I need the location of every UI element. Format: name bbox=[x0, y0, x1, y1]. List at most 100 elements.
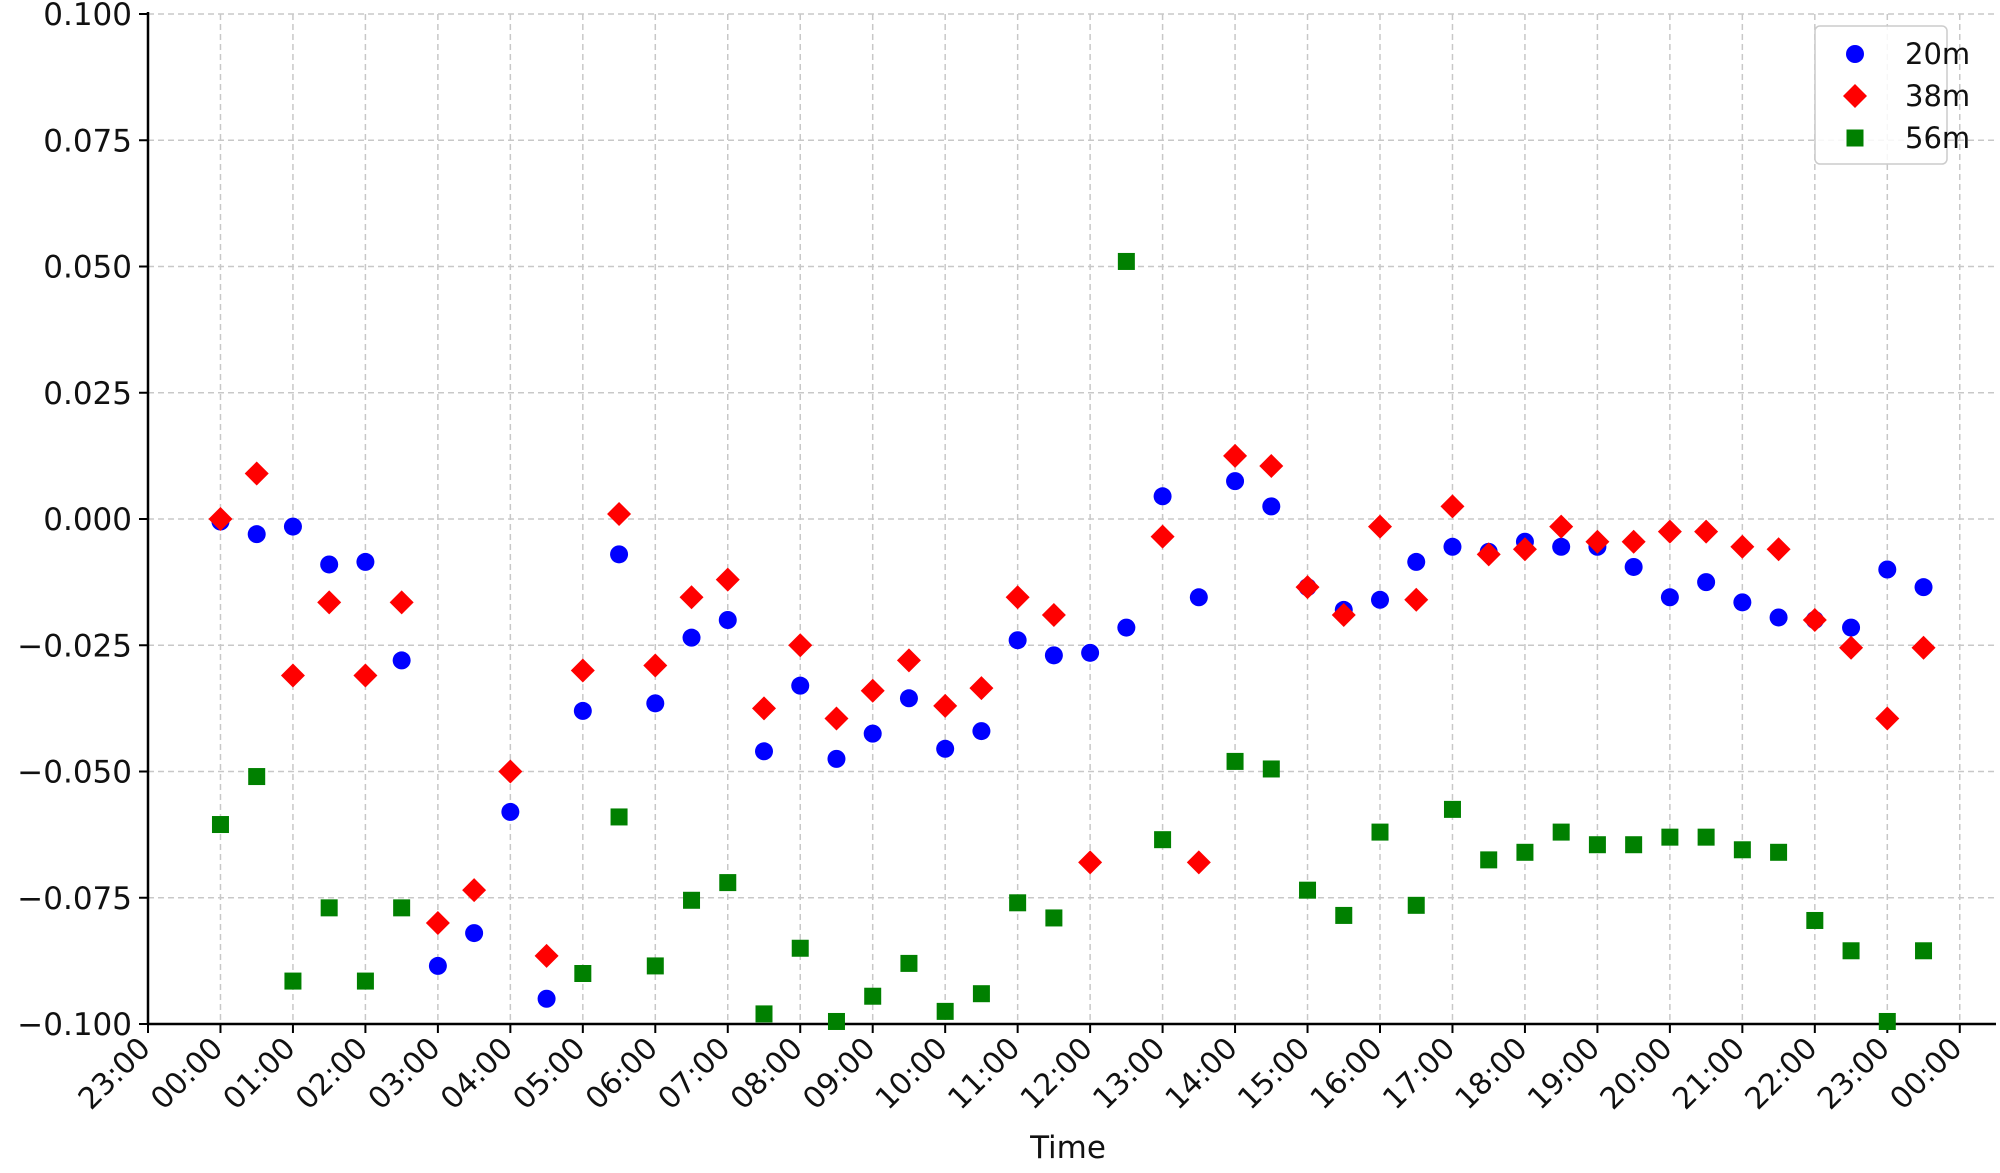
data-point-38m bbox=[1802, 608, 1827, 632]
x-tick-label: 23:00 bbox=[1811, 1031, 1897, 1117]
data-point-20m bbox=[1914, 578, 1933, 597]
data-point-20m bbox=[537, 989, 556, 1008]
x-tick-label: 21:00 bbox=[1666, 1031, 1752, 1117]
x-tick-label: 04:00 bbox=[434, 1031, 520, 1117]
data-point-56m bbox=[1443, 800, 1461, 818]
data-point-38m bbox=[1331, 602, 1356, 627]
y-tick-label: 0.000 bbox=[43, 502, 132, 538]
y-tick-label: 0.100 bbox=[43, 0, 132, 33]
x-tick-label: 16:00 bbox=[1304, 1031, 1390, 1117]
data-point-20m bbox=[1117, 618, 1136, 637]
data-point-20m bbox=[1733, 593, 1752, 612]
data-point-56m bbox=[1588, 836, 1606, 854]
data-point-56m bbox=[574, 965, 592, 982]
legend-marker-56m bbox=[1846, 129, 1864, 147]
x-tick-label: 23:00 bbox=[72, 1031, 158, 1117]
data-point-20m bbox=[283, 517, 302, 536]
data-point-56m bbox=[1117, 252, 1135, 270]
data-point-38m bbox=[607, 501, 632, 526]
data-point-56m bbox=[1226, 752, 1244, 770]
data-point-38m bbox=[1512, 537, 1537, 562]
data-point-38m bbox=[1005, 585, 1030, 610]
data-point-20m bbox=[1697, 573, 1716, 592]
legend-marker-20m bbox=[1846, 45, 1864, 63]
data-point-56m bbox=[610, 808, 628, 826]
data-point-38m bbox=[1150, 524, 1175, 549]
data-point-20m bbox=[320, 555, 339, 574]
data-point-20m bbox=[827, 749, 846, 768]
x-tick-label: 06:00 bbox=[579, 1031, 665, 1117]
data-point-56m bbox=[1335, 906, 1353, 924]
data-point-56m bbox=[1371, 823, 1389, 841]
data-point-56m bbox=[1625, 836, 1643, 854]
y-tick-label: −0.050 bbox=[17, 755, 132, 791]
data-point-56m bbox=[1842, 942, 1860, 960]
data-point-56m bbox=[683, 891, 701, 909]
data-point-38m bbox=[1476, 542, 1501, 567]
x-tick-label: 13:00 bbox=[1086, 1031, 1172, 1117]
data-point-38m bbox=[715, 567, 740, 592]
data-point-38m bbox=[788, 633, 813, 658]
data-point-20m bbox=[1081, 643, 1100, 662]
data-point-20m bbox=[863, 724, 882, 743]
data-point-56m bbox=[1299, 881, 1317, 899]
data-point-38m bbox=[679, 585, 704, 610]
data-point-56m bbox=[1770, 843, 1788, 861]
data-point-20m bbox=[1769, 608, 1788, 627]
data-point-20m bbox=[1153, 487, 1172, 506]
data-point-56m bbox=[827, 1012, 845, 1030]
data-point-38m bbox=[1549, 514, 1574, 539]
data-point-38m bbox=[1404, 587, 1429, 612]
data-point-56m bbox=[1516, 843, 1534, 861]
data-point-38m bbox=[1766, 537, 1791, 562]
data-point-56m bbox=[1407, 896, 1425, 914]
x-axis-label: Time bbox=[1029, 1130, 1106, 1166]
data-point-38m bbox=[1368, 514, 1392, 539]
data-point-56m bbox=[719, 874, 737, 892]
data-point-56m bbox=[1154, 831, 1172, 849]
x-tick-label: 15:00 bbox=[1231, 1031, 1317, 1117]
data-point-38m bbox=[1585, 529, 1610, 554]
data-point-20m bbox=[1660, 588, 1679, 607]
x-tick-label: 00:00 bbox=[144, 1031, 230, 1117]
data-point-56m bbox=[393, 899, 411, 917]
data-point-56m bbox=[284, 972, 302, 990]
data-point-20m bbox=[356, 552, 375, 571]
data-point-38m bbox=[317, 590, 342, 615]
data-point-38m bbox=[896, 648, 921, 673]
data-point-20m bbox=[1443, 537, 1462, 556]
x-tick-label: 02:00 bbox=[289, 1031, 375, 1117]
data-point-20m bbox=[1226, 472, 1245, 491]
data-point-38m bbox=[1259, 453, 1284, 478]
data-point-38m bbox=[280, 663, 305, 688]
data-point-38m bbox=[1730, 534, 1755, 559]
data-point-56m bbox=[248, 768, 266, 786]
data-point-20m bbox=[610, 545, 629, 564]
x-tick-label: 09:00 bbox=[796, 1031, 882, 1117]
data-point-56m bbox=[1661, 828, 1679, 846]
data-point-20m bbox=[1008, 631, 1027, 650]
data-point-20m bbox=[501, 802, 520, 821]
grid bbox=[147, 13, 1996, 1025]
data-point-56m bbox=[356, 972, 374, 990]
data-point-56m bbox=[1915, 942, 1933, 960]
x-tick-label: 05:00 bbox=[507, 1031, 593, 1117]
data-points bbox=[208, 252, 1936, 1030]
data-point-56m bbox=[1262, 760, 1280, 778]
data-point-56m bbox=[755, 1005, 773, 1023]
data-point-20m bbox=[1189, 588, 1208, 607]
y-tick-label: 0.075 bbox=[43, 123, 132, 159]
data-point-56m bbox=[211, 816, 229, 834]
x-tick-label: 01:00 bbox=[217, 1031, 303, 1117]
data-point-56m bbox=[1806, 911, 1824, 929]
data-point-20m bbox=[972, 722, 991, 741]
data-point-38m bbox=[462, 878, 487, 903]
data-point-20m bbox=[936, 739, 955, 758]
data-point-20m bbox=[428, 956, 447, 975]
legend: 20m 38m 56m bbox=[1814, 25, 1970, 165]
data-point-38m bbox=[1875, 706, 1900, 731]
data-point-20m bbox=[1044, 646, 1063, 665]
y-tick-label: 0.025 bbox=[43, 376, 132, 412]
